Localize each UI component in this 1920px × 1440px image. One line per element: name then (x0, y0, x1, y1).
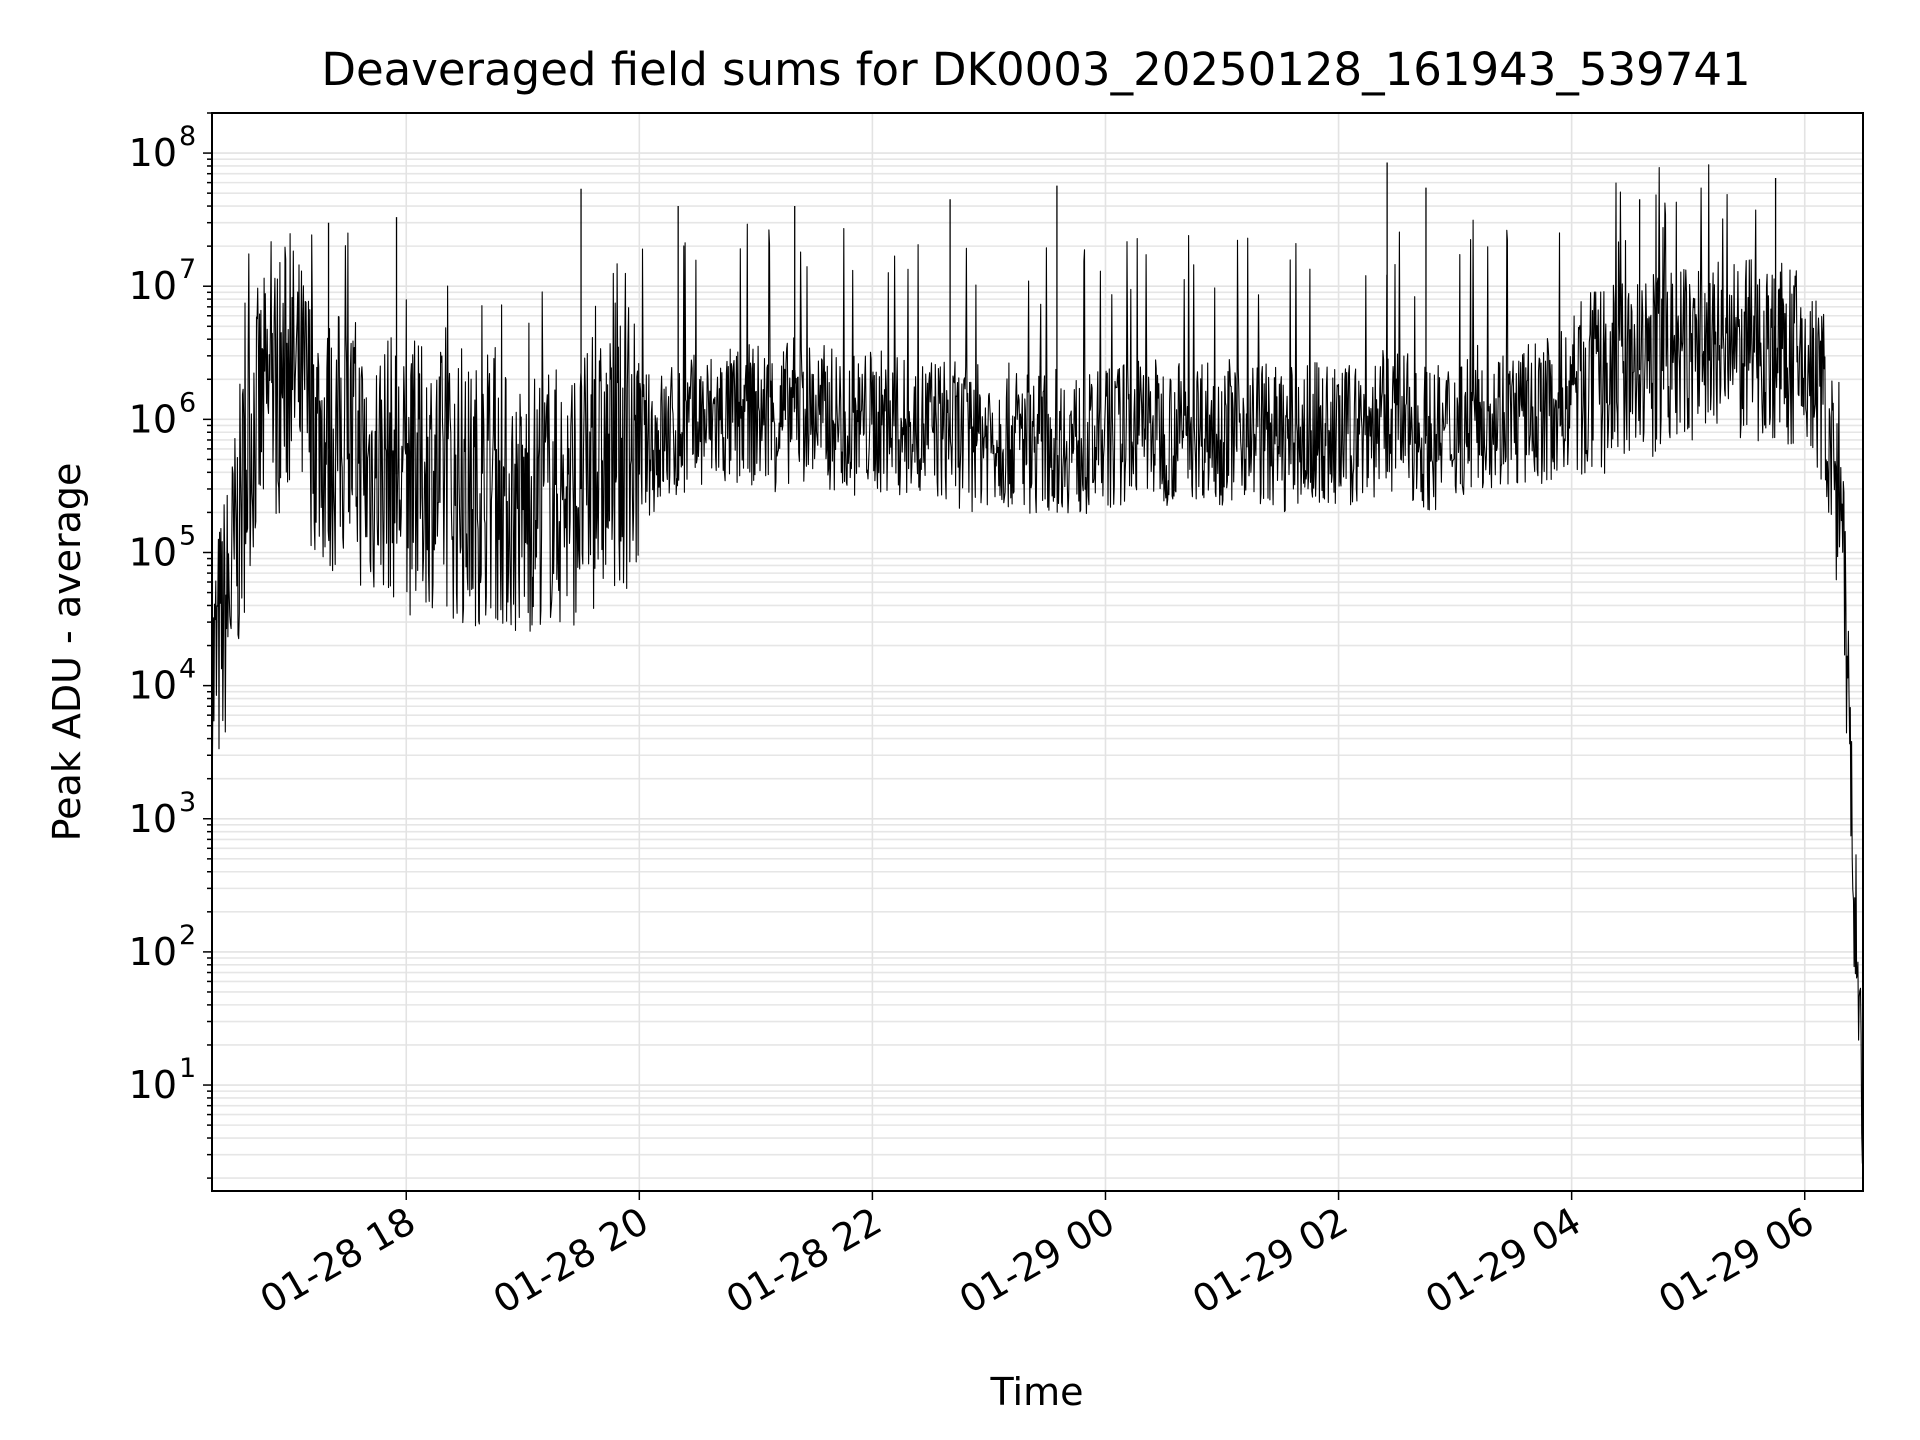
y-tick-exponent: 4 (179, 654, 196, 685)
y-tick-label: 10 (129, 930, 177, 974)
y-tick-label: 10 (129, 264, 177, 308)
x-tick-label: 01-29 02 (1185, 1199, 1355, 1323)
y-tick-exponent: 7 (179, 254, 196, 285)
y-tick-exponent: 1 (179, 1053, 196, 1084)
y-tick-label: 10 (129, 131, 177, 175)
plot-area (211, 162, 1864, 1164)
y-tick-exponent: 8 (179, 121, 196, 152)
y-tick-exponent: 5 (179, 520, 196, 551)
axes-frame (211, 112, 1864, 1192)
x-tick-label: 01-28 18 (253, 1199, 423, 1323)
x-tick-label: 01-28 20 (486, 1199, 656, 1323)
y-axis-label: Peak ADU - average (45, 463, 89, 842)
y-tick-label: 10 (129, 397, 177, 441)
x-axis-label: Time (990, 1370, 1084, 1414)
chart-title: Deaveraged field sums for DK0003_2025012… (321, 43, 1750, 96)
y-tick-label: 10 (129, 797, 177, 841)
grid (212, 112, 1863, 1191)
x-axis: 01-28 18 01-28 20 01-28 22 01-29 00 01-29 02… (253, 1191, 1821, 1322)
y-tick-exponent: 2 (179, 920, 196, 951)
x-tick-label: 01-28 22 (719, 1199, 889, 1323)
x-tick-label: 01-29 06 (1651, 1199, 1821, 1323)
y-tick-label: 10 (129, 1063, 177, 1107)
x-tick-label: 01-29 04 (1418, 1199, 1588, 1323)
series-line (211, 164, 1864, 1164)
x-tick-label: 01-29 00 (952, 1199, 1122, 1323)
y-tick-label: 10 (129, 530, 177, 574)
y-tick-label: 10 (129, 664, 177, 708)
y-tick-exponent: 6 (179, 387, 196, 418)
y-tick-exponent: 3 (179, 787, 196, 818)
